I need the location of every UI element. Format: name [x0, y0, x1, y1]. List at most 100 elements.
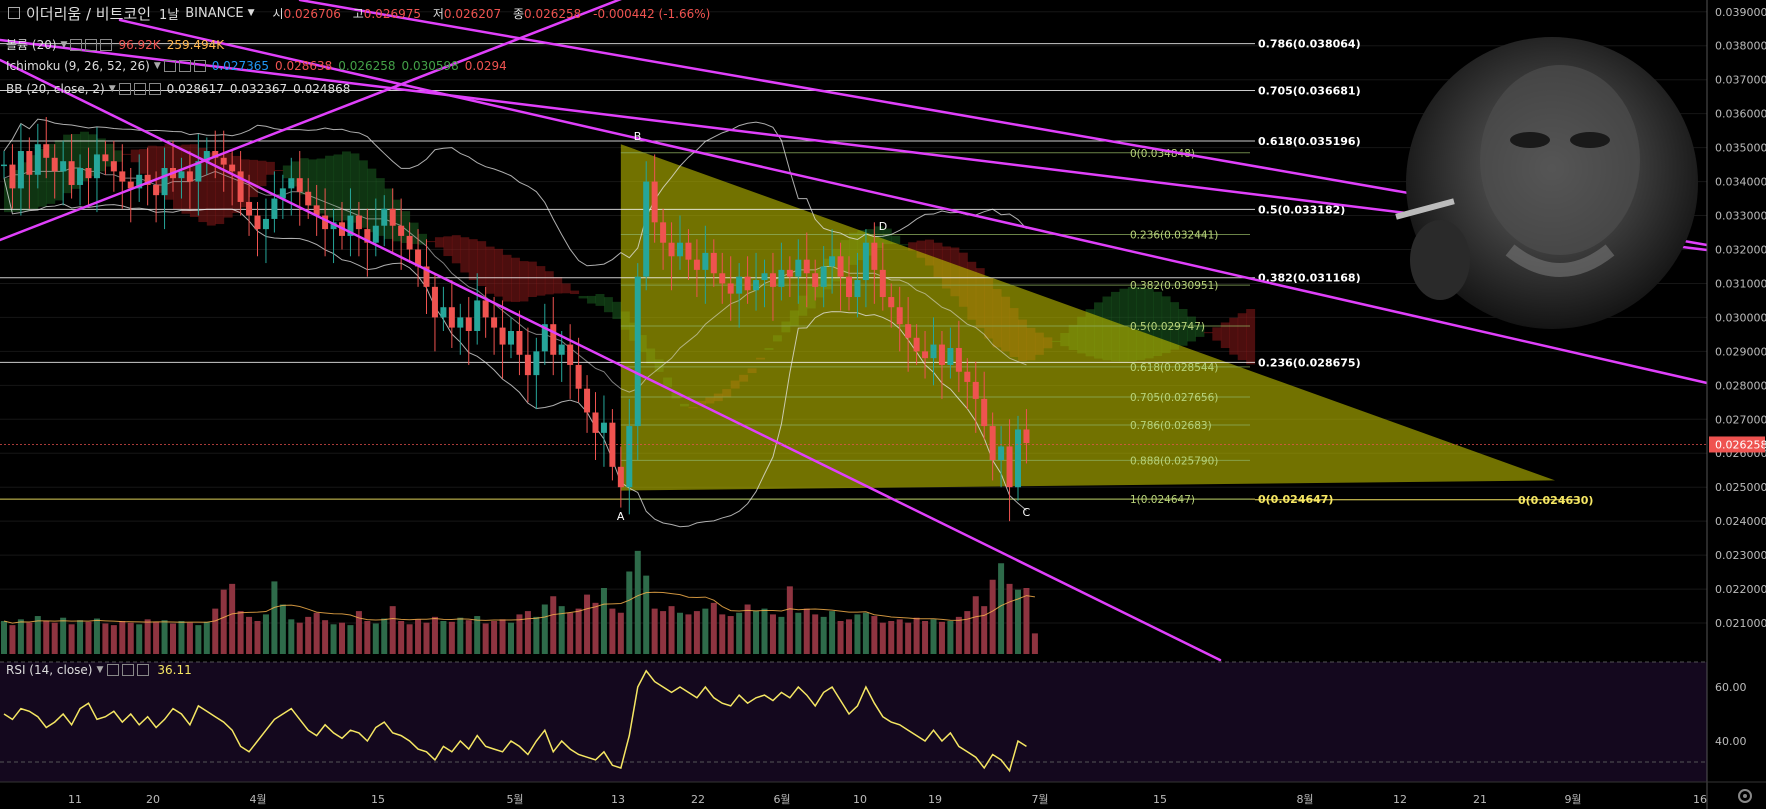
triangle-fill — [620, 144, 1555, 491]
price-tick-label: 0.027000 — [1715, 413, 1766, 426]
change-value: -0.000442 (-1.66%) — [593, 6, 711, 21]
volume-bar — [829, 611, 836, 654]
indicator-value: 0.027365 — [211, 59, 269, 73]
cloud-segment — [603, 297, 613, 313]
chevron-down-icon[interactable]: ▼ — [108, 84, 116, 94]
fib-outer-label: 0.786(0.038064) — [1258, 38, 1361, 51]
close-icon[interactable] — [193, 60, 206, 72]
volume-bar — [499, 619, 506, 654]
volume-bar — [330, 624, 337, 654]
ichimoku-legend[interactable]: Ichimoku (9, 26, 52, 26) ▼ 0.027365 0.02… — [6, 59, 507, 73]
cloud-segment — [20, 162, 30, 211]
eye-icon[interactable] — [118, 83, 131, 95]
candle-body — [203, 151, 210, 162]
rsi-legend[interactable]: RSI (14, close) ▼ 36.11 — [6, 663, 192, 677]
triangle-pattern — [620, 144, 1555, 491]
chart-square-icon[interactable] — [8, 7, 20, 19]
symbol-title[interactable]: 이더리움 / 비트코인 — [26, 4, 151, 23]
cloud-segment — [173, 145, 182, 210]
gear-icon[interactable] — [133, 83, 146, 95]
fib-outer-label: 0.382(0.031168) — [1258, 272, 1361, 285]
cloud-segment — [578, 295, 588, 299]
volume-bar — [339, 622, 345, 654]
volume-bar — [406, 624, 413, 654]
eye-icon[interactable] — [163, 60, 176, 72]
volume-ma-line — [3, 591, 1035, 624]
candle-body — [524, 354, 531, 376]
time-tick-label: 5월 — [506, 793, 523, 806]
chevron-down-icon[interactable]: ▼ — [153, 61, 161, 71]
cloud-segment — [1229, 317, 1239, 355]
cloud-segment — [358, 160, 368, 228]
candle-body — [651, 181, 658, 223]
chevron-down-icon[interactable]: ▼ — [247, 8, 255, 18]
candle-body — [989, 426, 996, 461]
close-icon[interactable] — [148, 83, 161, 95]
candle-body — [237, 171, 244, 202]
cloud-segment — [139, 149, 149, 174]
cloud-segment — [96, 138, 106, 172]
interval-label[interactable]: 1날 — [159, 7, 180, 23]
volume-bar — [609, 608, 616, 654]
candle-body — [575, 364, 582, 389]
trend-line[interactable] — [118, 18, 1709, 385]
eye-icon[interactable] — [107, 664, 120, 676]
cloud-segment — [265, 161, 275, 175]
fib-outer-label: 0.705(0.036681) — [1258, 85, 1361, 98]
gear-icon[interactable] — [122, 664, 135, 676]
eye-icon[interactable] — [70, 38, 83, 51]
trend-line[interactable] — [0, 0, 670, 242]
gear-icon[interactable] — [178, 60, 191, 72]
candle-body — [144, 174, 151, 185]
candle-body — [415, 249, 422, 267]
trend-line[interactable] — [0, 58, 1222, 662]
low-value: 0.026207 — [443, 6, 502, 21]
cloud-segment — [299, 158, 309, 195]
time-tick-label: 13 — [611, 793, 625, 806]
volume-bar — [972, 596, 979, 654]
close-icon[interactable] — [137, 664, 150, 676]
fib-inner-label: 0.5(0.029747) — [1130, 321, 1205, 333]
cloud-segment — [384, 188, 394, 239]
indicator-value: 0.030598 — [401, 59, 459, 73]
candle-body — [719, 273, 726, 284]
volume-bar — [26, 622, 33, 654]
volume-bar — [9, 625, 16, 654]
volume-bar — [888, 621, 895, 654]
rsi-tick-label: 60.00 — [1715, 681, 1747, 694]
candle-body — [778, 269, 785, 287]
candle-body — [812, 273, 819, 287]
candle-body — [702, 252, 709, 270]
volume-bar — [753, 611, 760, 654]
candle-body — [541, 324, 548, 352]
price-tick-label: 0.036000 — [1715, 108, 1766, 121]
cloud-segment — [88, 134, 98, 177]
candle-body — [322, 215, 329, 230]
volume-bar — [448, 621, 455, 654]
fib-inner-label: 0.786(0.02683) — [1130, 420, 1212, 432]
bb-legend[interactable]: BB (20, close, 2) ▼ 0.028617 0.032367 0.… — [6, 82, 350, 96]
cloud-segment — [1153, 291, 1163, 357]
settings-gear-icon[interactable] — [1738, 789, 1752, 803]
volume-bar — [262, 614, 269, 654]
candle-body — [51, 157, 58, 172]
gear-icon[interactable] — [85, 38, 98, 51]
cloud-segment — [587, 295, 596, 304]
chevron-down-icon[interactable]: ▼ — [60, 39, 68, 50]
volume-bar — [685, 614, 692, 654]
volume-bar — [803, 608, 810, 654]
volume-bar — [998, 563, 1005, 654]
candle-body — [964, 371, 971, 382]
candle-body — [879, 269, 886, 298]
chevron-down-icon[interactable]: ▼ — [96, 665, 104, 675]
candle-body — [499, 327, 506, 345]
time-axis[interactable]: 11 20 4월 15 5월 13 22 6월 10 19 7월 15 8월 12 21 9월 16 — [0, 781, 1766, 806]
close-icon[interactable] — [100, 38, 113, 51]
volume-legend[interactable]: 볼륨 (20) ▼ 96.92K 259.494K — [6, 36, 224, 53]
candle-body — [896, 307, 903, 325]
volume-bar — [913, 617, 920, 654]
time-tick-label: 21 — [1473, 793, 1487, 806]
rsi-pane-background — [0, 662, 1707, 782]
